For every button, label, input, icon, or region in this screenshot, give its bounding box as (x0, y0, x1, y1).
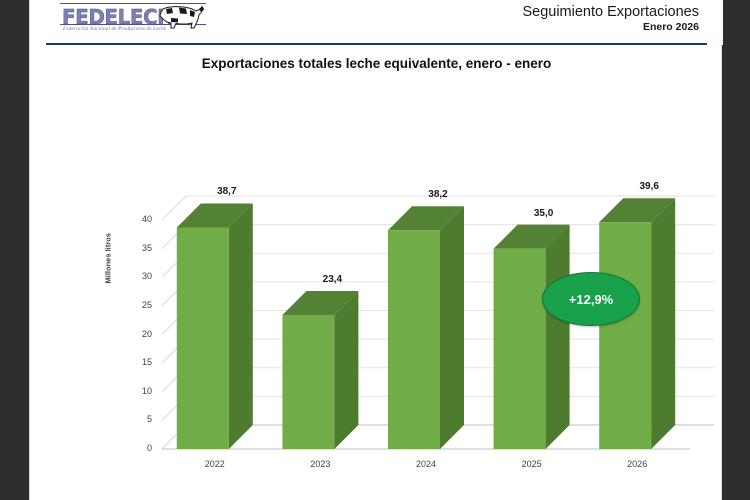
bar-2023 (282, 291, 359, 449)
header-subtitle: Enero 2026 (642, 21, 699, 33)
y-axis-tick-30: 30 (141, 271, 152, 282)
y-axis-tick-15: 15 (141, 357, 152, 368)
bar-value-label: 23,4 (322, 274, 343, 286)
bar-value-label: 39,6 (639, 181, 659, 193)
y-axis-title: Millones litros (103, 233, 113, 284)
x-axis-label-2024: 2024 (415, 459, 437, 469)
y-axis-tick-10: 10 (141, 385, 152, 396)
slide-header: FEDELECHE Federación Nacional de Product… (30, 0, 723, 45)
logo-rule-top (60, 3, 206, 4)
bar-value-label: 35,0 (533, 207, 554, 219)
header-title: Seguimiento Exportaciones (522, 4, 699, 20)
header-divider (46, 43, 707, 45)
y-axis-tick-0: 0 (146, 443, 152, 453)
y-axis-tick-25: 25 (141, 299, 152, 310)
bar-2024 (388, 206, 464, 449)
cow-icon (159, 5, 205, 29)
y-axis-tick-20: 20 (141, 328, 152, 339)
header-titles: Seguimiento Exportaciones Enero 2026 (522, 3, 699, 34)
column-chart-3d (161, 195, 714, 450)
x-axis-label-2022: 2022 (204, 459, 225, 469)
logo-subtitle: Federación Nacional de Productores de Le… (63, 26, 167, 32)
y-axis-tick-40: 40 (141, 214, 152, 224)
fedeleche-logo: FEDELECHE Federación Nacional de Product… (60, 2, 208, 40)
x-axis-label-2023: 2023 (310, 459, 331, 469)
bar-2022 (176, 203, 253, 449)
bar-value-label: 38,2 (428, 189, 448, 201)
chart-plot-area: Millones litros 38,7 2022 23,4 2023 38,2 2024… (30, 86, 723, 476)
x-axis-label-2026: 2026 (627, 459, 648, 469)
growth-badge: +12,9% (542, 272, 640, 326)
chart-title: Exportaciones totales leche equivalente,… (201, 56, 552, 71)
bar-value-label: 38,7 (217, 186, 237, 198)
growth-badge-label: +12,9% (568, 291, 614, 307)
presentation-slide: FEDELECHE Federación Nacional de Product… (29, 0, 723, 500)
x-axis-label-2025: 2025 (521, 459, 542, 469)
bar-2025 (493, 224, 570, 449)
y-axis-tick-5: 5 (146, 414, 152, 425)
y-axis-tick-35: 35 (141, 242, 152, 253)
bar-2026 (599, 198, 676, 449)
logo-rule-bottom (60, 24, 206, 25)
